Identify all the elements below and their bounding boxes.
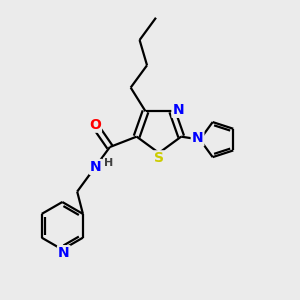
Text: H: H bbox=[104, 158, 114, 168]
Text: N: N bbox=[90, 160, 102, 174]
Text: S: S bbox=[154, 151, 164, 165]
Text: O: O bbox=[89, 118, 101, 132]
Text: N: N bbox=[172, 103, 184, 117]
Text: N: N bbox=[58, 246, 70, 260]
Text: N: N bbox=[192, 131, 203, 146]
